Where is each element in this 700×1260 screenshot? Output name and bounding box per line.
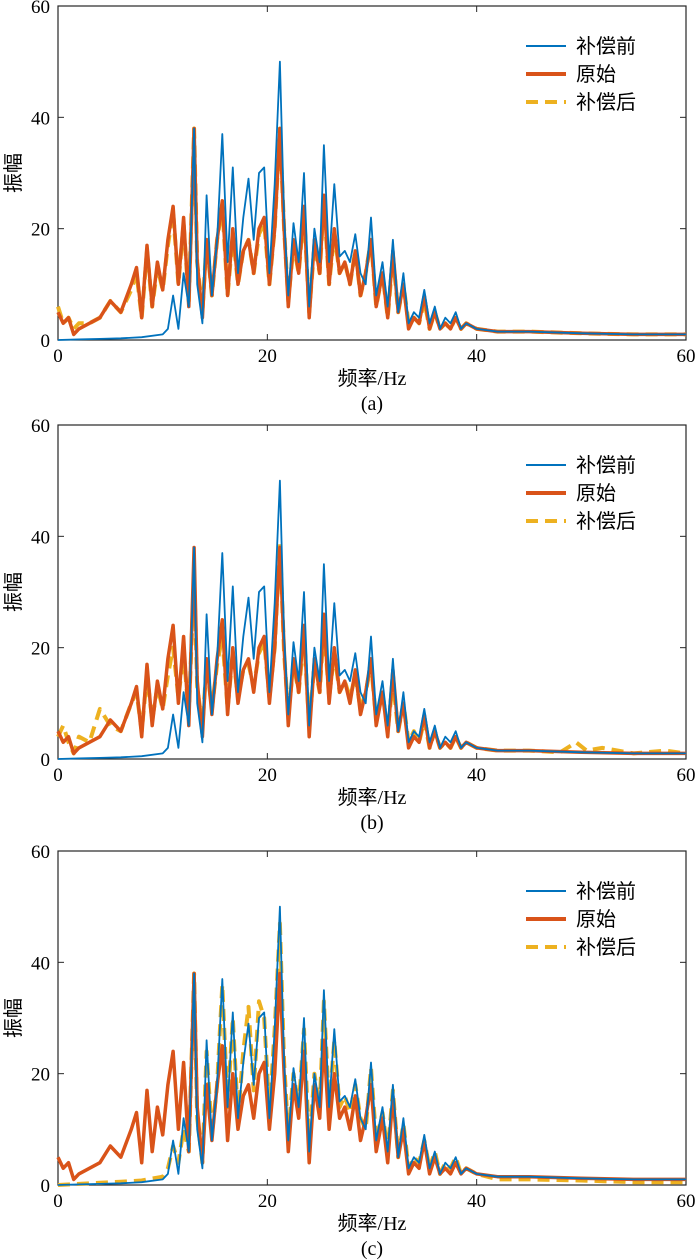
series-line-1: [57, 60, 686, 341]
axes-box: [57, 5, 687, 341]
legend-label: 补偿后: [576, 91, 636, 114]
x-tick-label: 60: [677, 765, 696, 786]
legend-label: 补偿前: [576, 35, 636, 58]
axes-box: [57, 424, 687, 760]
legend-label: 补偿后: [576, 936, 636, 959]
y-tick-label: 0: [41, 750, 51, 771]
y-tick-label: 20: [31, 220, 50, 241]
legend-label: 补偿后: [576, 510, 636, 533]
y-tick-label: 60: [31, 842, 50, 863]
y-axis-label: 振幅: [2, 998, 25, 1038]
y-axis-label: 振幅: [2, 572, 25, 612]
x-axis-label: 频率/Hz: [338, 367, 407, 390]
x-tick-label: 40: [467, 346, 486, 367]
y-tick-label: 40: [31, 527, 50, 548]
x-tick-label: 40: [467, 765, 486, 786]
y-tick-label: 60: [31, 0, 50, 18]
legend-label: 补偿前: [576, 454, 636, 477]
axes-box: [57, 850, 687, 1186]
legend-label: 补偿前: [576, 880, 636, 903]
x-tick-label: 0: [53, 765, 63, 786]
y-tick-label: 0: [41, 1176, 51, 1197]
y-tick-label: 60: [31, 416, 50, 437]
legend-label: 原始: [576, 482, 616, 505]
x-axis-label: 频率/Hz: [338, 786, 407, 809]
x-tick-label: 20: [258, 346, 277, 367]
legend-label: 原始: [576, 908, 616, 931]
y-tick-label: 20: [31, 639, 50, 660]
x-tick-label: 40: [467, 1191, 486, 1212]
legend-label: 原始: [576, 63, 616, 86]
panel-label: (a): [361, 393, 383, 415]
x-tick-label: 0: [53, 1191, 63, 1212]
x-tick-label: 0: [53, 346, 63, 367]
x-tick-label: 20: [258, 765, 277, 786]
y-tick-label: 20: [31, 1065, 50, 1086]
y-tick-label: 40: [31, 953, 50, 974]
panel-label: (b): [360, 812, 383, 834]
x-axis-label: 频率/Hz: [338, 1212, 407, 1235]
y-tick-label: 40: [31, 108, 50, 129]
y-axis-label: 振幅: [2, 153, 25, 193]
panel-label: (c): [361, 1238, 383, 1260]
x-tick-label: 60: [677, 1191, 696, 1212]
series-line-1: [57, 479, 686, 760]
y-tick-label: 0: [41, 331, 51, 352]
series-line-1: [57, 905, 686, 1186]
x-tick-label: 60: [677, 346, 696, 367]
x-tick-label: 20: [258, 1191, 277, 1212]
